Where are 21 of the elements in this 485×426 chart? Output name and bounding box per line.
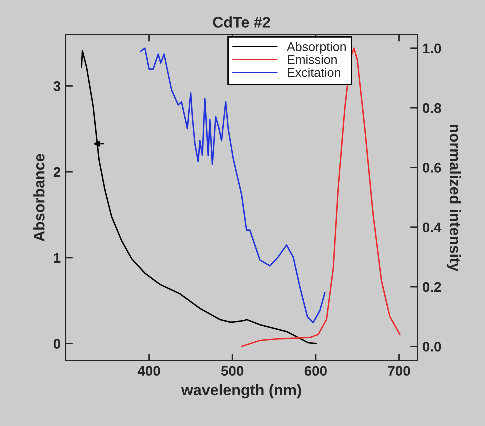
legend-label: Absorption — [287, 42, 346, 54]
y-tick-label: 1 — [54, 253, 61, 263]
y2-tick-label: 0.0 — [422, 342, 442, 352]
x-tick-label: 700 — [388, 366, 410, 376]
y-tick-label: 0 — [54, 339, 61, 349]
chart-title: CdTe #2 — [213, 16, 270, 28]
legend-label: Excitation — [288, 68, 340, 78]
x-tick-label: 400 — [138, 366, 160, 376]
x-axis-title: wavelength (nm) — [181, 384, 302, 399]
y2-tick-label: 1.0 — [423, 44, 442, 54]
y-axis-title: Absorbance — [34, 154, 45, 242]
x-tick-label: 600 — [304, 366, 327, 376]
y2-axis-title: normalized intensity — [446, 124, 462, 272]
y2-tick-label: 0.4 — [422, 222, 442, 233]
y2-tick-label: 0.2 — [422, 282, 442, 292]
x-tick-label: 500 — [221, 366, 244, 376]
y2-tick-label: 0.8 — [422, 103, 442, 114]
y-tick-label: 3 — [54, 82, 61, 92]
y-tick-label: 2 — [54, 167, 61, 178]
y2-tick-label: 0.6 — [422, 163, 442, 173]
legend-label: Emission — [288, 55, 337, 64]
